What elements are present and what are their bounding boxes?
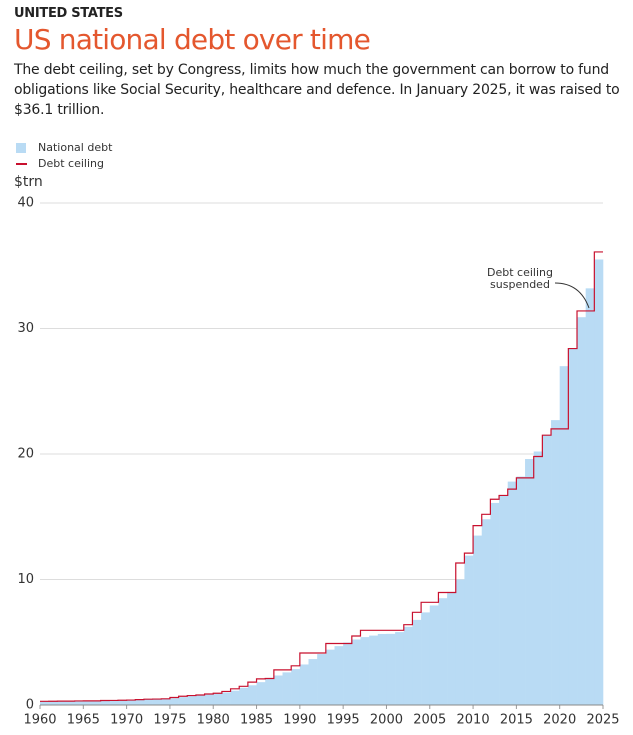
debt-bar [213, 693, 223, 705]
x-tick-label: 2020 [543, 713, 576, 728]
debt-bar [377, 633, 387, 705]
debt-bar [429, 605, 439, 705]
debt-bar [143, 699, 153, 705]
debt-bar [525, 459, 535, 705]
x-tick-label: 1970 [110, 713, 143, 728]
debt-bar [360, 637, 370, 705]
debt-bar [343, 642, 353, 705]
debt-bar [490, 502, 500, 705]
debt-bar [48, 701, 58, 705]
debt-bar [299, 664, 309, 705]
x-tick-label: 2000 [370, 713, 403, 728]
debt-bar [481, 519, 491, 705]
debt-bar [161, 698, 171, 705]
debt-bar [421, 612, 431, 705]
legend-swatch [16, 143, 26, 153]
debt-bar [403, 626, 413, 705]
x-tick-label: 1975 [153, 713, 186, 728]
chart-title: US national debt over time [14, 23, 371, 56]
x-tick-label: 2010 [457, 713, 490, 728]
debt-bar [247, 685, 257, 705]
y-tick-label: 0 [26, 698, 34, 713]
debt-bar [65, 701, 75, 705]
debt-bar [239, 687, 249, 705]
debt-bar [542, 435, 552, 705]
debt-bar [577, 317, 586, 705]
debt-bar [334, 646, 344, 705]
annotation: Debt ceiling [487, 266, 553, 279]
debt-bar [551, 420, 560, 705]
debt-bar [568, 348, 578, 705]
debt-bar [447, 591, 457, 705]
debt-bar [256, 682, 266, 705]
x-tick-label: 1995 [327, 713, 360, 728]
debt-bar [369, 635, 379, 705]
debt-bar [57, 701, 67, 705]
debt-bar [317, 654, 327, 705]
debt-bar [499, 495, 509, 705]
debt-bar [395, 632, 405, 705]
debt-bar [282, 672, 292, 705]
debt-bar [559, 366, 569, 705]
y-tick-label: 20 [17, 447, 34, 462]
debt-bar [187, 696, 197, 705]
debt-bar [126, 700, 136, 705]
debt-bar [178, 697, 188, 705]
x-tick-label: 2025 [586, 713, 619, 728]
x-tick-label: 1960 [23, 713, 56, 728]
y-tick-label: 30 [17, 321, 34, 336]
debt-bar [74, 700, 84, 705]
debt-bar [221, 692, 231, 705]
debt-bar [117, 700, 127, 705]
y-tick-label: 10 [17, 572, 34, 587]
debt-bar [464, 555, 474, 705]
debt-bar [109, 700, 119, 705]
debt-bar [195, 695, 205, 705]
y-tick-label: 40 [17, 196, 34, 211]
debt-bar [308, 659, 318, 705]
debt-bar [585, 288, 595, 705]
x-tick-label: 2015 [500, 713, 533, 728]
x-tick-label: 1980 [197, 713, 230, 728]
debt-bar [516, 476, 526, 705]
debt-bar [204, 694, 214, 705]
debt-bar [386, 633, 396, 705]
annotation-arrow [554, 282, 590, 309]
legend-label: National debt [38, 141, 113, 154]
debt-bar [152, 699, 162, 705]
debt-bar [135, 699, 145, 705]
legend-label: Debt ceiling [38, 157, 104, 170]
kicker: UNITED STATES [14, 6, 123, 21]
debt-bar [351, 639, 361, 705]
debt-bar [412, 619, 422, 705]
debt-bar [473, 535, 483, 705]
debt-bar [169, 698, 179, 705]
x-tick-label: 2005 [413, 713, 446, 728]
debt-bar [325, 649, 335, 705]
debt-bar [91, 700, 101, 705]
debt-bar [291, 669, 301, 705]
x-tick-label: 1965 [67, 713, 100, 728]
debt-bar [265, 678, 275, 705]
debt-bar [533, 451, 543, 705]
debt-bar [455, 579, 465, 705]
debt-bar [40, 701, 49, 705]
debt-bar [507, 481, 517, 705]
x-tick-label: 1990 [283, 713, 316, 728]
ceiling-line [40, 251, 603, 702]
header: UNITED STATES US national debt over time… [14, 6, 626, 120]
debt-bar [273, 675, 283, 705]
debt-bar [438, 598, 448, 705]
debt-bar [594, 259, 604, 705]
debt-bar [100, 700, 110, 705]
debt-bar [83, 700, 93, 705]
subtitle: The debt ceiling, set by Congress, limit… [14, 62, 620, 118]
annotation: suspended [490, 278, 550, 291]
x-tick-label: 1985 [240, 713, 273, 728]
debt-bar [230, 690, 240, 705]
y-axis-label: $trn [14, 174, 43, 190]
